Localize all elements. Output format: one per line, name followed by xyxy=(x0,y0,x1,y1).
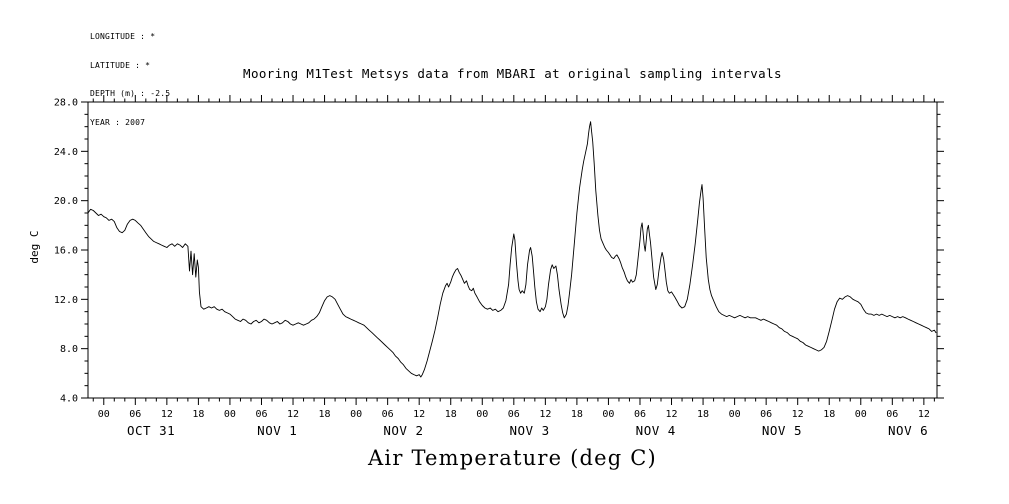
y-tick-label: 16.0 xyxy=(54,246,78,257)
x-tick-label: 06 xyxy=(886,409,898,420)
x-tick-label: 00 xyxy=(98,409,110,420)
x-tick-label: 18 xyxy=(697,409,709,420)
y-tick-label: 20.0 xyxy=(54,196,78,207)
x-tick-label: 12 xyxy=(792,409,804,420)
day-label: NOV 2 xyxy=(383,423,423,438)
x-tick-label: 12 xyxy=(665,409,677,420)
x-tick-label: 18 xyxy=(571,409,583,420)
y-tick-label: 4.0 xyxy=(60,394,78,405)
metadata-depth: DEPTH (m) : -2.5 xyxy=(90,89,171,98)
x-tick-label: 06 xyxy=(129,409,141,420)
x-tick-label: 06 xyxy=(255,409,267,420)
x-tick-label: 00 xyxy=(855,409,867,420)
x-tick-label: 06 xyxy=(508,409,520,420)
x-tick-label: 06 xyxy=(760,409,772,420)
day-label: NOV 5 xyxy=(762,423,802,438)
temperature-line xyxy=(87,121,937,378)
metadata-latitude: LATITUDE : * xyxy=(90,60,151,70)
x-tick-label: 00 xyxy=(224,409,236,420)
day-label: NOV 3 xyxy=(510,423,550,438)
x-tick-label: 18 xyxy=(319,409,331,420)
x-tick-label: 18 xyxy=(823,409,835,420)
day-label: NOV 6 xyxy=(888,423,928,438)
day-label: NOV 1 xyxy=(257,423,297,438)
x-tick-label: 00 xyxy=(602,409,614,420)
x-tick-label: 18 xyxy=(445,409,457,420)
x-tick-label: 00 xyxy=(729,409,741,420)
x-tick-label: 00 xyxy=(476,409,488,420)
y-tick-label: 28.0 xyxy=(54,98,78,109)
x-tick-label: 00 xyxy=(350,409,362,420)
x-tick-label: 12 xyxy=(539,409,551,420)
x-tick-label: 12 xyxy=(161,409,173,420)
y-tick-label: 24.0 xyxy=(54,147,78,158)
day-label: OCT 31 xyxy=(127,423,175,438)
day-label: NOV 4 xyxy=(636,423,676,438)
y-tick-label: 8.0 xyxy=(60,344,78,355)
x-axis-title: Air Temperature (deg C) xyxy=(368,446,657,470)
x-tick-label: 12 xyxy=(287,409,299,420)
station-metadata: LONGITUDE : * LATITUDE : * DEPTH (m) : -… xyxy=(90,13,170,146)
x-tick-label: 12 xyxy=(413,409,425,420)
chart-title: Mooring M1Test Metsys data from MBARI at… xyxy=(243,66,782,81)
x-tick-label: 06 xyxy=(382,409,394,420)
y-tick-label: 12.0 xyxy=(54,295,78,306)
x-tick-label: 18 xyxy=(192,409,204,420)
metadata-longitude: LONGITUDE : * xyxy=(90,32,156,41)
x-tick-label: 06 xyxy=(634,409,646,420)
x-tick-label: 12 xyxy=(918,409,930,420)
axis-box xyxy=(87,101,938,399)
metadata-year: YEAR : 2007 xyxy=(90,117,146,127)
